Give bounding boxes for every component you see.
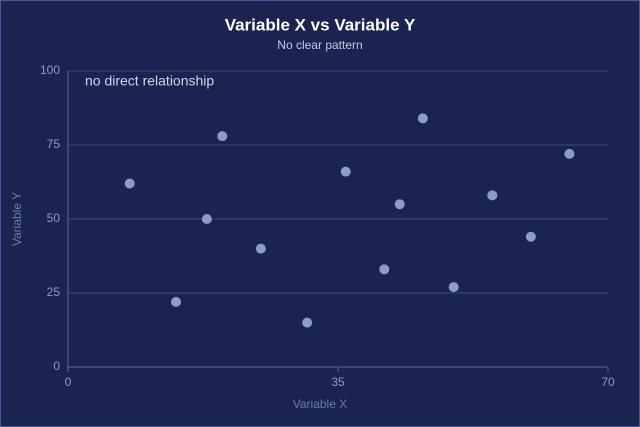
chart-subtitle: No clear pattern [277, 38, 362, 52]
y-tick-label: 100 [40, 63, 60, 77]
point [201, 214, 212, 224]
point [564, 148, 575, 159]
point [487, 190, 498, 201]
point [255, 243, 266, 254]
y-tick-label: 75 [47, 137, 61, 151]
chart-title: Variable X vs Variable Y [225, 15, 416, 34]
point [217, 131, 228, 142]
point [124, 178, 135, 189]
point [525, 231, 536, 242]
y-tick-label: 25 [47, 285, 61, 299]
x-tick-label: 0 [65, 375, 72, 389]
point [340, 166, 351, 177]
y-tick-label: 50 [47, 211, 61, 225]
point [417, 113, 428, 124]
x-tick-label: 35 [331, 375, 345, 389]
y-axis-label: Variable Y [10, 192, 24, 246]
x-tick-label: 70 [601, 375, 615, 389]
point [394, 199, 405, 210]
x-axis-label: Variable X [293, 397, 347, 411]
y-tick-label: 0 [53, 359, 60, 373]
point [302, 317, 313, 328]
point [379, 264, 390, 275]
annotation: no direct relationship [85, 73, 214, 89]
point [171, 296, 181, 307]
point [448, 282, 459, 293]
